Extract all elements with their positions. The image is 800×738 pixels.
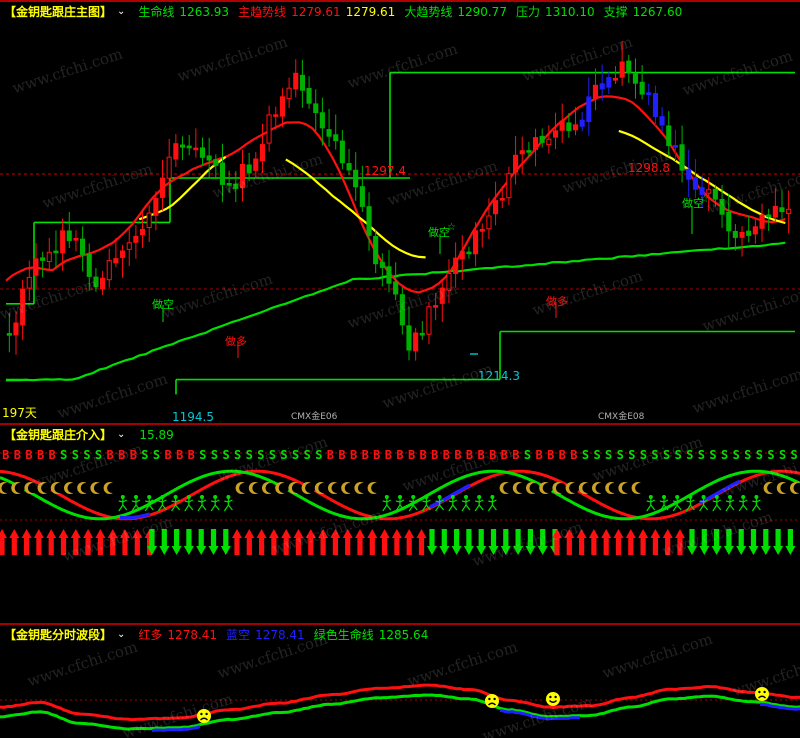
happy-face-icon bbox=[546, 692, 560, 706]
legend-value-hongduo: 1278.41 bbox=[167, 628, 218, 642]
entry-indicator-header: 【金钥匙跟庄介入】 ⌄ 15.89 bbox=[0, 425, 800, 445]
chevron-down-icon[interactable]: ⌄ bbox=[117, 6, 126, 17]
sad-face-icon bbox=[755, 687, 769, 701]
legend-value-huangqushixian: 1279.61 bbox=[345, 5, 396, 19]
price-annotation-high-left: 1297.4 bbox=[364, 164, 406, 178]
svg-text:☆: ☆ bbox=[447, 222, 456, 233]
legend-label-hongduo: 红多 bbox=[138, 628, 163, 642]
legend-label-lankong: 蓝空 bbox=[226, 628, 251, 642]
entry-indicator-panel: www.cfchi.com www.cfchi.com www.cfchi.co… bbox=[0, 424, 800, 624]
legend-value-lvseshengmingxian: 1285.64 bbox=[378, 628, 429, 642]
signal-label-short-2: 做空 bbox=[428, 226, 450, 239]
intraday-band-canvas bbox=[0, 683, 800, 733]
signal-label-long-1: 做多 bbox=[225, 335, 247, 348]
contract-label-left: CMX金E06 bbox=[291, 412, 338, 422]
signal-label-long-2: 做多 bbox=[546, 295, 568, 308]
intraday-band-panel: www.cfchi.com www.cfchi.com www.cfchi.co… bbox=[0, 624, 800, 738]
main-chart-header: 【金钥匙跟庄主图】 ⌄ 生命线 1263.93 主趋势线 1279.61 127… bbox=[0, 2, 800, 22]
legend-label-zhuqushixian: 主趋势线 bbox=[238, 5, 287, 19]
legend-value-lankong: 1278.41 bbox=[255, 628, 305, 642]
entry-indicator-canvas bbox=[0, 452, 800, 555]
legend-label-yali: 压力 bbox=[515, 5, 540, 19]
legend-value-zhicheng: 1267.60 bbox=[632, 5, 683, 19]
sad-face-icon bbox=[197, 709, 211, 723]
signal-label-short-3: 做空 bbox=[682, 197, 704, 210]
main-chart-panel: www.cfchi.com www.cfchi.com www.cfchi.co… bbox=[0, 0, 800, 424]
price-annotation-high-right: 1298.8 bbox=[628, 161, 670, 175]
legend-label-lvseshengmingxian: 绿色生命线 bbox=[313, 628, 374, 642]
entry-indicator-title: 【金钥匙跟庄介入】 bbox=[4, 428, 113, 442]
intraday-band-title: 【金钥匙分时波段】 bbox=[4, 628, 113, 642]
price-chart-canvas: ☆☆ bbox=[0, 41, 800, 395]
entry-indicator-value: 15.89 bbox=[139, 428, 174, 442]
legend-value-zhuqushixian: 1279.61 bbox=[291, 5, 341, 19]
legend-value-shengmingxian: 1263.93 bbox=[179, 5, 230, 19]
legend-value-daqushixian: 1290.77 bbox=[457, 5, 507, 19]
legend-label-daqushixian: 大趋势线 bbox=[404, 5, 453, 19]
legend-value-yali: 1310.10 bbox=[544, 5, 595, 19]
price-annotation-low-right: 1214.3 bbox=[478, 369, 520, 383]
signal-label-short-1: 做空 bbox=[152, 298, 174, 311]
price-annotation-low-left: 1194.5 bbox=[172, 410, 214, 424]
svg-text:☆: ☆ bbox=[700, 194, 709, 205]
sad-face-icon bbox=[485, 694, 499, 708]
intraday-band-header: 【金钥匙分时波段】 ⌄ 红多 1278.41 蓝空 1278.41 绿色生命线 … bbox=[0, 625, 800, 645]
contract-label-right: CMX金E08 bbox=[598, 412, 645, 422]
days-counter-label: 197天 bbox=[2, 406, 37, 420]
legend-label-zhicheng: 支撑 bbox=[603, 5, 628, 19]
main-chart-title: 【金钥匙跟庄主图】 bbox=[4, 5, 113, 19]
chevron-down-icon[interactable]: ⌄ bbox=[117, 629, 126, 640]
legend-label-shengmingxian: 生命线 bbox=[138, 5, 175, 19]
chevron-down-icon[interactable]: ⌄ bbox=[117, 429, 126, 440]
